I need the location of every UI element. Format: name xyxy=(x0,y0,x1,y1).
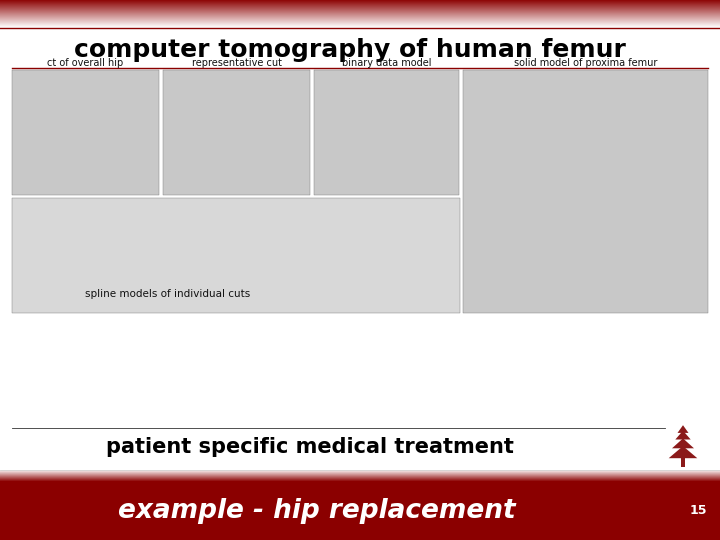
Text: ct of overall hip: ct of overall hip xyxy=(48,58,124,68)
Bar xyxy=(163,70,310,195)
Text: computer tomography of human femur: computer tomography of human femur xyxy=(74,38,626,62)
Bar xyxy=(12,70,159,195)
Polygon shape xyxy=(678,425,688,433)
Text: 15: 15 xyxy=(689,504,707,517)
Bar xyxy=(681,457,685,467)
Text: solid model of proxima femur: solid model of proxima femur xyxy=(514,58,657,68)
Polygon shape xyxy=(672,438,694,448)
Polygon shape xyxy=(675,431,690,440)
Bar xyxy=(314,70,459,195)
Text: binary data model: binary data model xyxy=(342,58,431,68)
Text: patient specific medical treatment: patient specific medical treatment xyxy=(106,437,514,457)
Bar xyxy=(12,198,460,313)
Text: example - hip replacement: example - hip replacement xyxy=(118,498,516,524)
Polygon shape xyxy=(669,446,697,458)
Text: representative cut: representative cut xyxy=(192,58,282,68)
Bar xyxy=(463,70,708,313)
Text: spline models of individual cuts: spline models of individual cuts xyxy=(85,289,251,299)
